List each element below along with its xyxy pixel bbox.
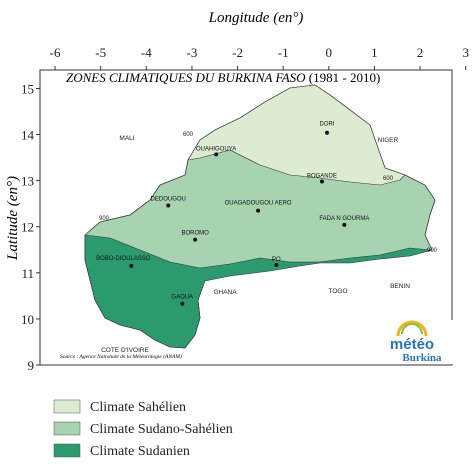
y-axis-title: Latitude (en°) (5, 176, 21, 261)
x-tick-label: 1 (371, 45, 378, 60)
country-label: NIGER (378, 137, 399, 144)
city-label: DORI (319, 122, 334, 128)
legend-swatch (53, 399, 81, 414)
x-tick-label: -3 (187, 45, 198, 60)
source-note: Source : Agence Nationale de la Météorol… (60, 353, 182, 360)
y-tick-label: 15 (21, 81, 34, 96)
city-point (214, 152, 219, 157)
logo-sun (396, 320, 428, 337)
zone-sahelien (187, 84, 406, 186)
y-tick-label: 14 (21, 128, 35, 143)
isohyet-label: 600 (383, 176, 394, 182)
country-label: BENIN (390, 283, 410, 290)
isohyet-label: 900 (427, 248, 438, 254)
country-label: GHANA (213, 289, 237, 296)
x-axis-title: Longitude (en°) (208, 10, 304, 26)
x-tick-label: 2 (417, 45, 424, 60)
y-tick-label: 12 (21, 220, 34, 235)
map-title: ZONES CLIMATIQUES DU BURKINA FASO (1981 … (66, 70, 380, 85)
country-label: MALI (119, 135, 134, 142)
y-tick-label: 11 (21, 266, 34, 281)
city-label: BOGANDE (307, 174, 337, 180)
country-label: COTE D'IVOIRE (101, 347, 149, 354)
city-label: FADA N GOURMA (319, 216, 369, 222)
map-title-main: ZONES CLIMATIQUES DU BURKINA FASO (66, 70, 306, 85)
zone-sudanien (84, 234, 433, 349)
logo-arc (401, 323, 423, 335)
city-point (256, 208, 261, 213)
city-point (129, 263, 134, 268)
isohyet-label: 900 (99, 216, 110, 222)
isohyet-label: 600 (183, 132, 194, 138)
x-tick-label: -6 (50, 45, 61, 60)
x-tick-label: -4 (141, 45, 152, 60)
city-point (274, 262, 279, 267)
logo-top: météo (390, 336, 434, 353)
city-label: BOROMO (181, 231, 209, 237)
x-tick-label: 0 (326, 45, 333, 60)
city-label: BOBO-DIOULASSO (96, 256, 151, 262)
city-label: PO (272, 257, 281, 263)
country-label: TOGO (328, 288, 347, 295)
x-tick-label: -2 (232, 45, 243, 60)
city-point (319, 179, 324, 184)
city-label: GAOUA (172, 295, 194, 301)
city-point (166, 203, 171, 208)
logo-bg (372, 320, 462, 364)
legend-swatch (53, 421, 81, 436)
logo: météo Burkina (372, 320, 462, 364)
legend-label: Climate Sahélien (90, 400, 186, 415)
x-tick-label: -5 (95, 45, 106, 60)
legend-label: Climate Sudano-Sahélien (90, 422, 233, 437)
y-tick-label: 9 (28, 358, 35, 373)
x-tick-label: -1 (278, 45, 289, 60)
legend-label: Climate Sudanien (90, 444, 190, 459)
logo-bottom: Burkina (402, 352, 442, 364)
city-label: OUAHIGOUYA (196, 146, 236, 152)
city-point (342, 222, 347, 227)
city-point (180, 301, 185, 306)
city-point (193, 237, 198, 242)
x-tick-label: 3 (462, 45, 469, 60)
y-tick-label: 13 (21, 174, 34, 189)
city-label: OUAGADOUGOU AERO (225, 201, 292, 207)
map-title-period: (1981 - 2010) (309, 70, 381, 85)
city-point (324, 130, 329, 135)
legend-swatch (53, 443, 81, 458)
y-tick-label: 10 (21, 312, 34, 327)
city-label: DEDOUGOU (151, 197, 186, 203)
